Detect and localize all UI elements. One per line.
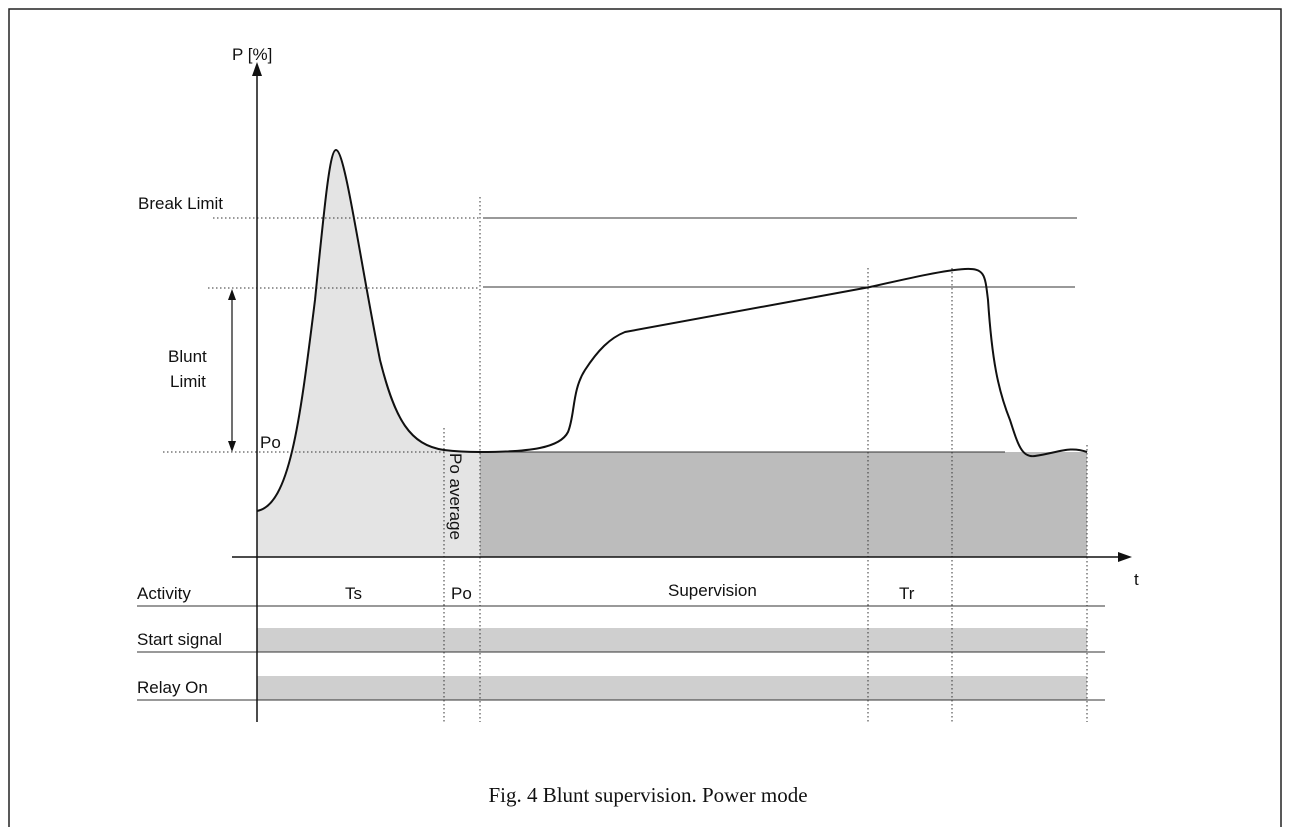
phase-label: Po: [451, 584, 472, 603]
po-area: [444, 451, 480, 557]
blunt-limit-label: Blunt: [168, 347, 207, 366]
power-curve: [256, 148, 1088, 512]
blunt-limit-label: Limit: [170, 372, 206, 391]
caption: Fig. 4 Blunt supervision. Power mode: [488, 783, 807, 807]
break-limit-label: Break Limit: [138, 194, 223, 213]
row-label: Start signal: [137, 630, 222, 649]
start-signal-bar: [257, 628, 1087, 652]
relay-bar: [257, 676, 1087, 700]
frame: [8, 8, 1282, 827]
po-label: Po: [260, 433, 281, 452]
y-axis-label: P [%]: [232, 45, 272, 64]
y-arrow: [252, 62, 262, 76]
phase-label: Ts: [345, 584, 362, 603]
row-label: Activity: [137, 584, 191, 603]
x-arrow: [1118, 552, 1132, 562]
phase-label: Supervision: [668, 581, 757, 600]
row-label: Relay On: [137, 678, 208, 697]
start-area: [257, 150, 444, 557]
x-axis-label: t: [1134, 570, 1139, 589]
supervision-area: [480, 452, 1087, 557]
po-average-label: Po average: [446, 453, 465, 540]
phase-label: Tr: [899, 584, 915, 603]
